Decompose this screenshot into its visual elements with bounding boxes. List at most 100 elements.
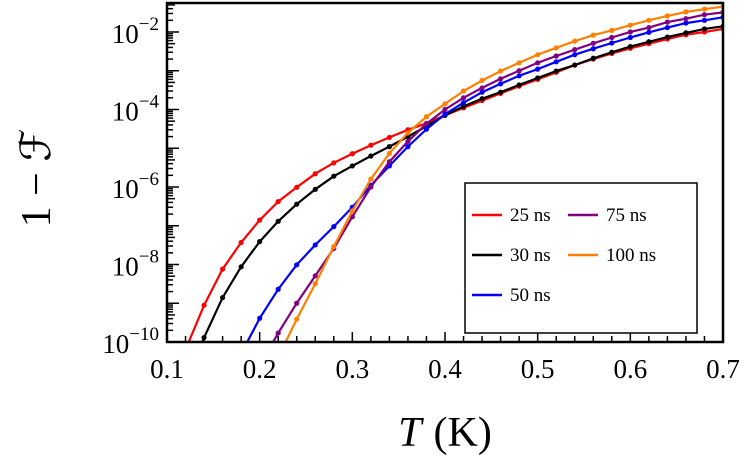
data-point — [405, 144, 411, 150]
data-point — [646, 29, 652, 35]
data-point — [294, 262, 300, 268]
data-point — [201, 302, 207, 308]
data-point — [590, 55, 596, 61]
data-point — [294, 184, 300, 190]
x-tick-label: 0.4 — [428, 354, 462, 384]
data-point — [275, 218, 281, 224]
legend-label: 25 ns — [510, 205, 551, 226]
data-point — [609, 49, 615, 55]
data-point — [627, 43, 633, 50]
y-tick-exponent: −10 — [129, 324, 159, 345]
data-point — [627, 22, 633, 28]
legend-entry: 100 ns — [568, 245, 656, 266]
data-point — [664, 34, 671, 40]
y-tick-label: 10−10 — [102, 324, 159, 359]
data-point — [498, 89, 504, 95]
data-point — [368, 153, 374, 159]
data-point — [516, 73, 522, 79]
plot-frame — [165, 1, 725, 344]
y-tick-label: 10−6 — [112, 169, 159, 204]
data-point — [386, 159, 392, 165]
data-point — [627, 29, 633, 35]
y-tick-base: 10 — [112, 96, 139, 126]
data-point — [423, 121, 430, 127]
x-axis-var: T — [398, 410, 424, 456]
data-point — [460, 88, 467, 94]
data-point — [683, 16, 689, 22]
data-point — [331, 160, 337, 166]
data-point — [646, 17, 652, 23]
legend-label: 50 ns — [510, 285, 551, 306]
y-tick-exponent: −2 — [139, 14, 159, 35]
y-tick-label: 10−8 — [112, 246, 159, 281]
data-point — [312, 171, 318, 177]
data-point — [498, 81, 504, 87]
data-point — [201, 334, 207, 341]
legend-entry: 30 ns — [472, 245, 551, 266]
data-point — [220, 294, 226, 301]
data-point — [275, 330, 281, 336]
y-tick-labels: 10−210−410−610−810−10 — [102, 14, 159, 359]
y-tick-exponent: −6 — [139, 169, 159, 190]
series-50-ns — [246, 14, 723, 342]
data-point — [572, 47, 578, 53]
y-axis-title: 1 − ℱ — [14, 129, 60, 228]
data-point — [479, 96, 485, 102]
legend-box — [464, 182, 698, 334]
data-point — [423, 114, 430, 120]
data-point — [609, 27, 615, 33]
data-point — [664, 19, 671, 25]
y-tick-base: 10 — [112, 251, 139, 281]
data-point — [294, 201, 300, 207]
data-point — [590, 46, 596, 52]
data-point — [498, 76, 504, 82]
data-point — [516, 82, 522, 88]
data-point — [423, 126, 430, 132]
data-point — [238, 264, 244, 270]
data-point — [498, 68, 504, 74]
data-point — [405, 130, 411, 136]
data-point — [386, 134, 392, 141]
data-point — [183, 347, 188, 352]
series-line — [201, 25, 723, 342]
y-tick-label: 10−4 — [112, 91, 160, 126]
data-point — [590, 40, 596, 46]
x-axis-unit: (K) — [434, 410, 492, 456]
legend-label: 30 ns — [510, 245, 551, 266]
data-point — [701, 6, 708, 12]
data-point — [312, 281, 318, 287]
legend: 25 ns 30 ns 50 ns 75 ns 100 ns — [464, 182, 698, 334]
data-point — [553, 45, 559, 51]
data-point — [349, 208, 355, 214]
data-point — [460, 95, 467, 101]
data-point — [386, 144, 392, 150]
x-tick-label: 0.2 — [243, 354, 277, 384]
y-tick-base: 10 — [102, 329, 129, 359]
data-point — [683, 20, 689, 26]
data-point — [479, 85, 485, 91]
x-tick-label: 0.3 — [335, 354, 369, 384]
data-point — [238, 239, 244, 246]
data-point — [553, 53, 559, 59]
data-point — [516, 60, 522, 66]
data-point — [257, 238, 263, 245]
data-point — [331, 173, 337, 179]
data-point — [460, 100, 467, 106]
data-point — [294, 316, 300, 322]
data-point — [572, 52, 578, 58]
data-point — [683, 30, 689, 36]
data-point — [275, 286, 281, 292]
data-point — [572, 38, 578, 44]
data-point — [572, 62, 578, 68]
x-tick-labels: 0.1 0.2 0.3 0.4 0.5 0.6 0.7 — [150, 354, 740, 384]
data-point — [664, 24, 671, 31]
data-point — [257, 315, 263, 321]
y-tick-exponent: −4 — [139, 91, 160, 112]
data-point — [220, 266, 226, 272]
data-point — [442, 101, 448, 107]
data-point — [442, 111, 448, 117]
data-point — [535, 75, 541, 81]
data-point — [275, 198, 281, 205]
data-point — [664, 13, 671, 19]
